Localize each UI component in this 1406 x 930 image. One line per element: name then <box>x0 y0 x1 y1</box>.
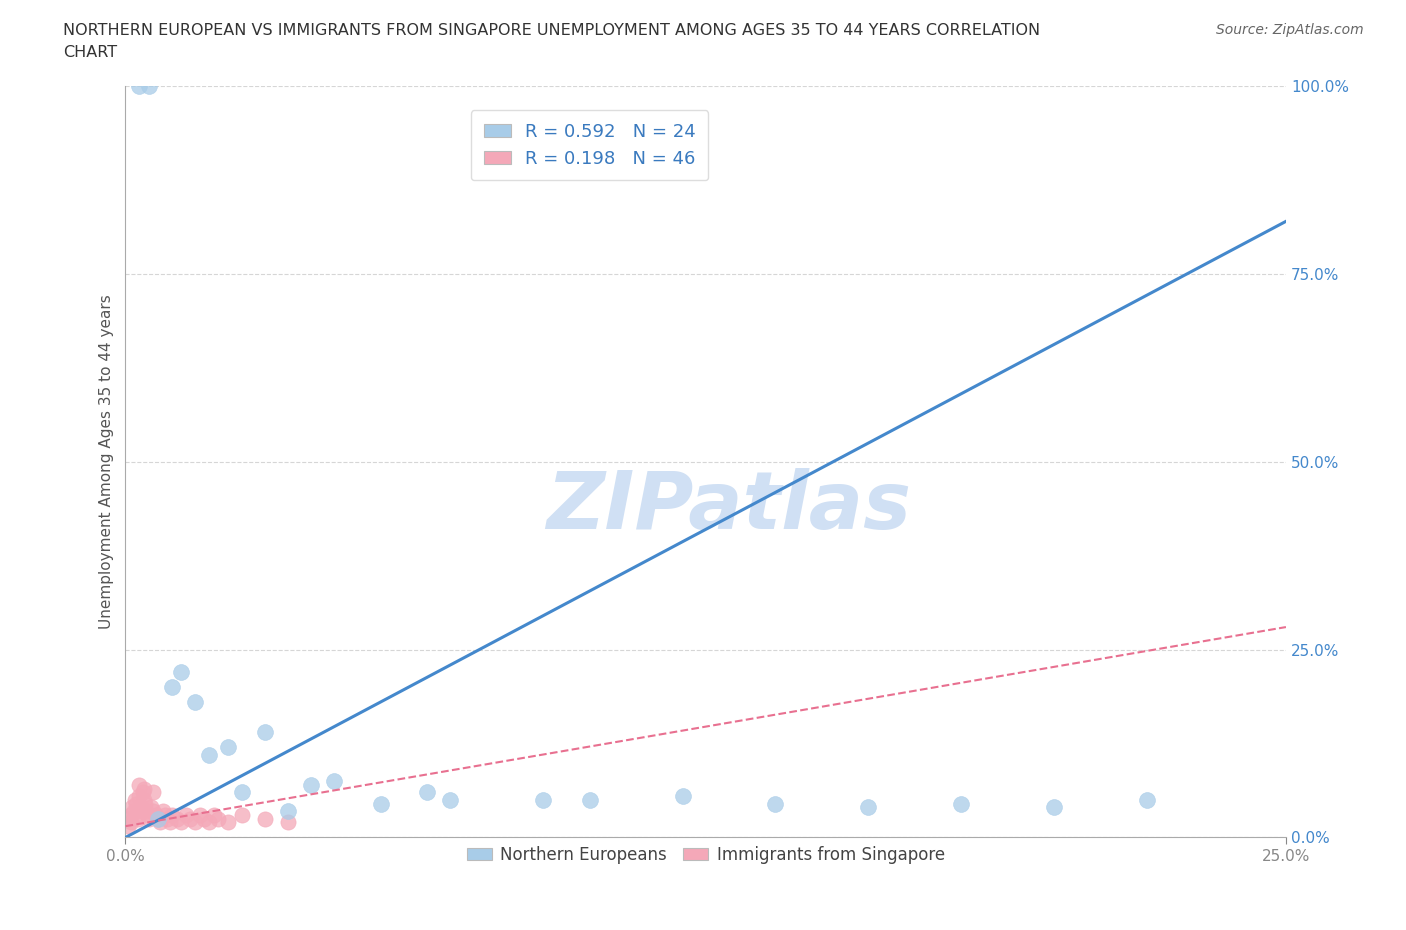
Point <box>132 792 155 807</box>
Text: CHART: CHART <box>63 45 117 60</box>
Point <box>124 792 146 807</box>
Point <box>299 777 322 792</box>
Point <box>174 807 197 822</box>
Point <box>856 800 879 815</box>
Point <box>129 800 152 815</box>
Point <box>763 796 786 811</box>
Point <box>671 789 693 804</box>
Point <box>117 818 139 833</box>
Point <box>202 807 225 822</box>
Point <box>231 807 253 822</box>
Point <box>127 811 149 826</box>
Point <box>1043 800 1066 815</box>
Point <box>578 792 600 807</box>
Point <box>153 807 176 822</box>
Point <box>184 695 207 710</box>
Point <box>118 811 141 826</box>
Point <box>131 804 153 818</box>
Point <box>217 740 239 755</box>
Text: Source: ZipAtlas.com: Source: ZipAtlas.com <box>1216 23 1364 37</box>
Point <box>277 815 299 830</box>
Point <box>135 804 157 818</box>
Point <box>156 811 179 826</box>
Point <box>198 748 221 763</box>
Point <box>277 804 299 818</box>
Point <box>146 811 169 826</box>
Point <box>193 811 215 826</box>
Point <box>142 804 165 818</box>
Point <box>125 796 148 811</box>
Point <box>122 804 145 818</box>
Point <box>120 815 142 830</box>
Point <box>145 807 167 822</box>
Point <box>138 79 160 94</box>
Point <box>166 811 188 826</box>
Point <box>120 807 142 822</box>
Point <box>207 811 229 826</box>
Point <box>323 774 346 789</box>
Point <box>1136 792 1159 807</box>
Point <box>416 785 439 800</box>
Point <box>142 785 165 800</box>
Point <box>136 807 159 822</box>
Point <box>128 79 150 94</box>
Point <box>170 665 193 680</box>
Point <box>121 800 143 815</box>
Point <box>231 785 253 800</box>
Y-axis label: Unemployment Among Ages 35 to 44 years: Unemployment Among Ages 35 to 44 years <box>100 295 114 630</box>
Point <box>139 800 162 815</box>
Point <box>128 777 150 792</box>
Point <box>159 815 181 830</box>
Point <box>439 792 461 807</box>
Text: ZIPatlas: ZIPatlas <box>547 468 911 546</box>
Point <box>146 811 169 826</box>
Point <box>188 807 211 822</box>
Text: NORTHERN EUROPEAN VS IMMIGRANTS FROM SINGAPORE UNEMPLOYMENT AMONG AGES 35 TO 44 : NORTHERN EUROPEAN VS IMMIGRANTS FROM SIN… <box>63 23 1040 38</box>
Point <box>134 796 156 811</box>
Point <box>132 785 155 800</box>
Point <box>125 807 148 822</box>
Point <box>160 680 183 695</box>
Point <box>160 807 183 822</box>
Point <box>950 796 973 811</box>
Point <box>128 789 150 804</box>
Point <box>531 792 554 807</box>
Point <box>370 796 392 811</box>
Point <box>170 815 193 830</box>
Point <box>179 811 201 826</box>
Point <box>152 804 174 818</box>
Point <box>138 811 160 826</box>
Point <box>253 811 276 826</box>
Point <box>198 815 221 830</box>
Point <box>217 815 239 830</box>
Legend: Northern Europeans, Immigrants from Singapore: Northern Europeans, Immigrants from Sing… <box>460 839 952 870</box>
Point <box>149 815 172 830</box>
Point <box>253 724 276 739</box>
Point <box>184 815 207 830</box>
Point <box>132 781 155 796</box>
